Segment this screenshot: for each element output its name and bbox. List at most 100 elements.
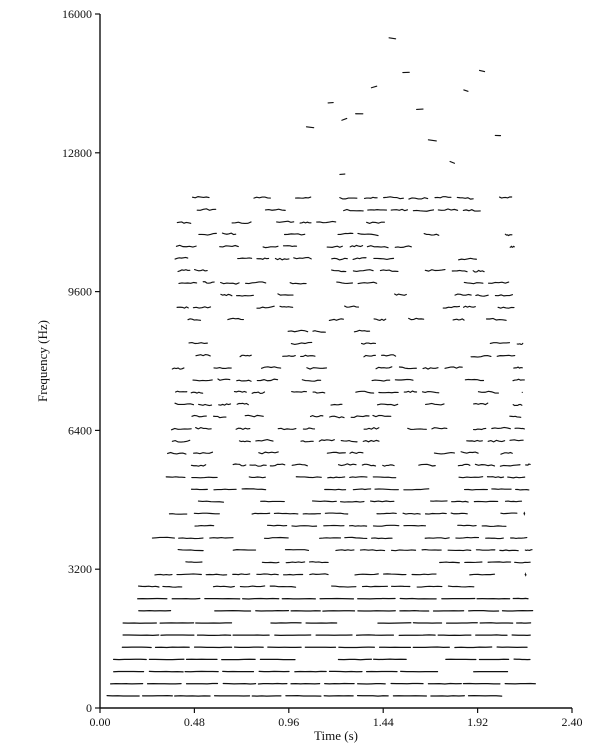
harmonic-track-segment	[202, 281, 215, 284]
harmonic-track-segment	[137, 585, 160, 588]
harmonic-track-segment	[253, 196, 271, 199]
harmonic-track-segment	[276, 220, 295, 223]
axes	[99, 14, 572, 709]
harmonic-track-segment	[168, 513, 188, 515]
harmonic-track-segment	[422, 367, 439, 370]
harmonic-track-segment	[421, 390, 440, 394]
harmonic-track-segment	[382, 573, 407, 576]
harmonic-track-segment	[167, 451, 187, 455]
harmonic-track-segment	[497, 306, 515, 309]
harmonic-track-segment	[188, 341, 208, 345]
harmonic-track-segment	[312, 330, 326, 333]
harmonic-track-segment	[291, 525, 318, 527]
harmonic-track-segment	[239, 585, 266, 588]
harmonic-track-segment	[316, 220, 337, 224]
harmonic-track-segment	[486, 476, 505, 479]
harmonic-track-segment	[394, 378, 414, 381]
harmonic-track-segment	[195, 353, 211, 357]
harmonic-track-segment	[524, 549, 533, 552]
harmonic-track-segment	[261, 561, 280, 564]
harmonic-track-segment	[477, 390, 500, 394]
harmonic-track-segment	[197, 500, 225, 503]
harmonic-track-segment	[499, 464, 521, 467]
harmonic-track-segment	[299, 221, 312, 224]
harmonic-track-segment	[433, 451, 455, 455]
x-tick-label: 0.48	[184, 715, 205, 729]
harmonic-track-segment	[277, 293, 294, 296]
harmonic-track-segment	[366, 245, 389, 249]
harmonic-track-segment	[361, 585, 389, 588]
harmonic-track-segment	[266, 524, 288, 527]
y-tick-label: 9600	[68, 285, 92, 299]
harmonic-track-segment	[198, 232, 217, 236]
harmonic-track-segment	[434, 196, 452, 199]
harmonic-track-segment	[190, 464, 207, 467]
harmonic-track-segment	[231, 221, 252, 224]
harmonic-track-segment	[509, 245, 515, 248]
harmonic-track-segment	[198, 403, 213, 407]
harmonic-track-segment	[373, 318, 387, 322]
harmonic-track-segment	[335, 549, 355, 552]
harmonic-track-segment	[326, 451, 346, 454]
harmonic-track-segment	[352, 488, 372, 491]
harmonic-track-segment	[462, 305, 476, 308]
harmonic-track-segment	[340, 439, 358, 443]
harmonic-track-segment	[524, 572, 527, 577]
harmonic-track-segment	[353, 329, 371, 333]
harmonic-track-segment	[481, 525, 507, 527]
harmonic-track-segment	[262, 245, 279, 249]
harmonic-track-segment	[452, 318, 465, 321]
harmonic-track-segment	[233, 390, 247, 393]
harmonic-track-segment	[255, 438, 274, 442]
harmonic-track-segment	[407, 427, 427, 430]
harmonic-tracks	[106, 37, 536, 697]
harmonic-track-segment	[326, 245, 343, 248]
harmonic-track-segment	[512, 403, 523, 407]
sparse-track-segment	[388, 37, 397, 40]
sparse-track-segment	[478, 69, 486, 73]
harmonic-track-segment	[176, 306, 189, 309]
harmonic-track-segment	[251, 391, 266, 395]
harmonic-track-segment	[500, 451, 513, 455]
harmonic-track-segment	[507, 476, 526, 479]
harmonic-track-segment	[457, 463, 471, 467]
harmonic-track-segment	[175, 244, 197, 248]
harmonic-track-segment	[514, 561, 531, 564]
y-tick-label: 12800	[62, 146, 92, 160]
harmonic-track-segment	[178, 537, 204, 540]
harmonic-track-segment	[308, 561, 329, 564]
harmonic-track-segment	[357, 281, 378, 285]
harmonic-track-segment	[439, 561, 460, 564]
harmonic-track-segment	[236, 402, 249, 406]
sparse-track-segment	[463, 89, 469, 92]
harmonic-track-segment	[412, 209, 435, 212]
harmonic-track-segment	[220, 281, 240, 285]
harmonic-track-segment	[462, 209, 481, 212]
harmonic-track-segment	[274, 257, 290, 261]
harmonic-track-segment	[403, 488, 430, 491]
harmonic-track-segment	[352, 269, 374, 273]
harmonic-track-segment	[218, 403, 232, 406]
harmonic-track-segment	[193, 451, 214, 455]
harmonic-track-segment	[370, 500, 395, 503]
harmonic-track-segment	[194, 269, 208, 272]
sparse-track-segment	[341, 117, 348, 121]
harmonic-track-segment	[424, 269, 446, 272]
harmonic-track-segment	[196, 208, 217, 211]
harmonic-track-segment	[236, 379, 252, 382]
harmonic-track-segment	[178, 281, 198, 284]
x-tick-label: 1.92	[467, 715, 488, 729]
harmonic-track-segment	[403, 390, 418, 394]
y-tick-label: 16000	[62, 7, 92, 21]
harmonic-track-segment	[282, 573, 304, 576]
harmonic-track-segment	[362, 439, 380, 443]
harmonic-track-segment	[309, 414, 324, 418]
harmonic-track-segment	[474, 463, 496, 467]
harmonic-track-segment	[337, 463, 357, 467]
harmonic-track-segment	[470, 354, 492, 358]
harmonic-track-segment	[363, 196, 378, 199]
harmonic-track-segment	[394, 293, 407, 296]
harmonic-track-segment	[249, 464, 267, 467]
harmonic-track-segment	[381, 354, 397, 357]
harmonic-track-segment	[219, 244, 239, 248]
